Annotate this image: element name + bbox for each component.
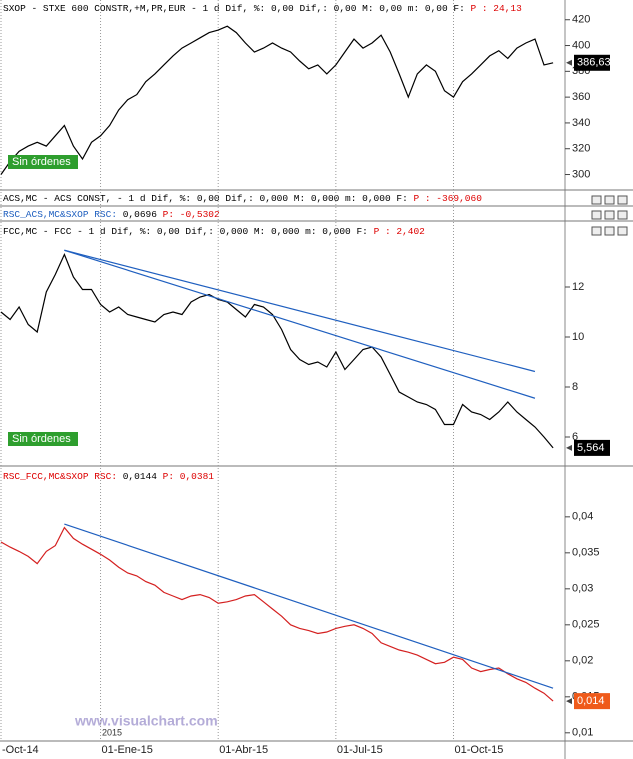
y-tick-label: 12 — [572, 281, 584, 293]
panel-header: FCC,MC - FCC - 1 d Dif, %: 0,00 Dif,: 0,… — [3, 226, 425, 237]
y-tick-label: 300 — [572, 168, 590, 180]
y-tick-label: 10 — [572, 331, 584, 343]
x-tick-label: 01-Oct-15 — [455, 744, 504, 756]
panel-price: P : -369,060 — [413, 193, 482, 204]
annotation-box — [8, 432, 78, 446]
y-tick-label: 0,025 — [572, 619, 600, 631]
panel-price: P : 2,402 — [374, 226, 426, 237]
annotation-box — [8, 155, 78, 169]
y-tick-label: 400 — [572, 39, 590, 51]
minimize-button[interactable] — [591, 195, 602, 205]
last-value-pointer — [566, 698, 572, 705]
trendline — [64, 249, 536, 373]
y-tick-label: 0,02 — [572, 655, 593, 667]
y-tick-label: 340 — [572, 117, 590, 129]
annotation: Sin órdenes — [12, 433, 71, 445]
panel-header: SXOP - STXE 600 CONSTR,+M,PR,EUR - 1 d D… — [3, 3, 522, 14]
y-tick-label: 0,04 — [572, 511, 593, 523]
y-tick-label: 320 — [572, 143, 590, 155]
y-tick-label: 6 — [572, 431, 578, 443]
close-button[interactable] — [617, 210, 628, 220]
watermark: www.visualchart.com — [74, 713, 218, 729]
panel-title: ACS,MC - ACS CONST, - 1 d Dif, %: 0,00 D… — [3, 193, 408, 204]
last-value-label: 386,63 — [577, 57, 611, 69]
x-tick-label: 01-Jul-15 — [337, 744, 383, 756]
last-value-box — [574, 693, 610, 710]
last-value-box — [574, 439, 610, 456]
panel-title: RSC_ACS,MC&SXOP RSC: — [3, 209, 117, 220]
price-line — [0, 25, 554, 175]
maximize-button[interactable] — [604, 195, 615, 205]
y-tick-label: 0,01 — [572, 727, 593, 739]
last-value-pointer — [566, 444, 572, 451]
panel-header: ACS,MC - ACS CONST, - 1 d Dif, %: 0,00 D… — [3, 193, 482, 204]
last-value-box — [574, 54, 610, 71]
panel-title: RSC_FCC,MC&SXOP RSC: — [3, 471, 117, 482]
x-tick-label: -Oct-14 — [2, 744, 39, 756]
panel-title: SXOP - STXE 600 CONSTR,+M,PR,EUR - 1 d D… — [3, 3, 465, 14]
panel-title: FCC,MC - FCC - 1 d Dif, %: 0,00 Dif,: 0,… — [3, 226, 368, 237]
maximize-button[interactable] — [604, 210, 615, 220]
maximize-button[interactable] — [604, 226, 615, 236]
minimize-button[interactable] — [591, 226, 602, 236]
close-button[interactable] — [617, 195, 628, 205]
trendline — [64, 249, 536, 399]
panel-value: 0,0696 — [123, 209, 158, 220]
y-tick-label: 420 — [572, 14, 590, 26]
year-label: 2015 — [102, 727, 122, 737]
last-value-label: 0,014 — [577, 695, 605, 707]
y-tick-label: 8 — [572, 381, 578, 393]
x-tick-label: 01-Ene-15 — [102, 744, 153, 756]
panel-header: RSC_ACS,MC&SXOP RSC: 0,0696 P: -0,5302 — [3, 209, 220, 220]
x-tick-label: 01-Abr-15 — [219, 744, 268, 756]
panel-price: P: 0,0381 — [163, 471, 215, 482]
close-button[interactable] — [617, 226, 628, 236]
last-value-pointer — [566, 59, 572, 66]
minimize-button[interactable] — [591, 210, 602, 220]
panel-price: P: -0,5302 — [163, 209, 220, 220]
y-tick-label: 0,03 — [572, 583, 593, 595]
price-line — [0, 526, 554, 702]
y-tick-label: 0,035 — [572, 547, 600, 559]
y-tick-label: 360 — [572, 91, 590, 103]
trendline — [64, 523, 554, 689]
panel-price: P : 24,13 — [470, 3, 522, 14]
last-value-label: 5,564 — [577, 442, 605, 454]
panel-value: 0,0144 — [123, 471, 158, 482]
panel-header: RSC_FCC,MC&SXOP RSC: 0,0144 P: 0,0381 — [3, 471, 214, 482]
window-buttons — [591, 195, 628, 236]
price-line — [0, 252, 554, 449]
annotation: Sin órdenes — [12, 156, 71, 168]
